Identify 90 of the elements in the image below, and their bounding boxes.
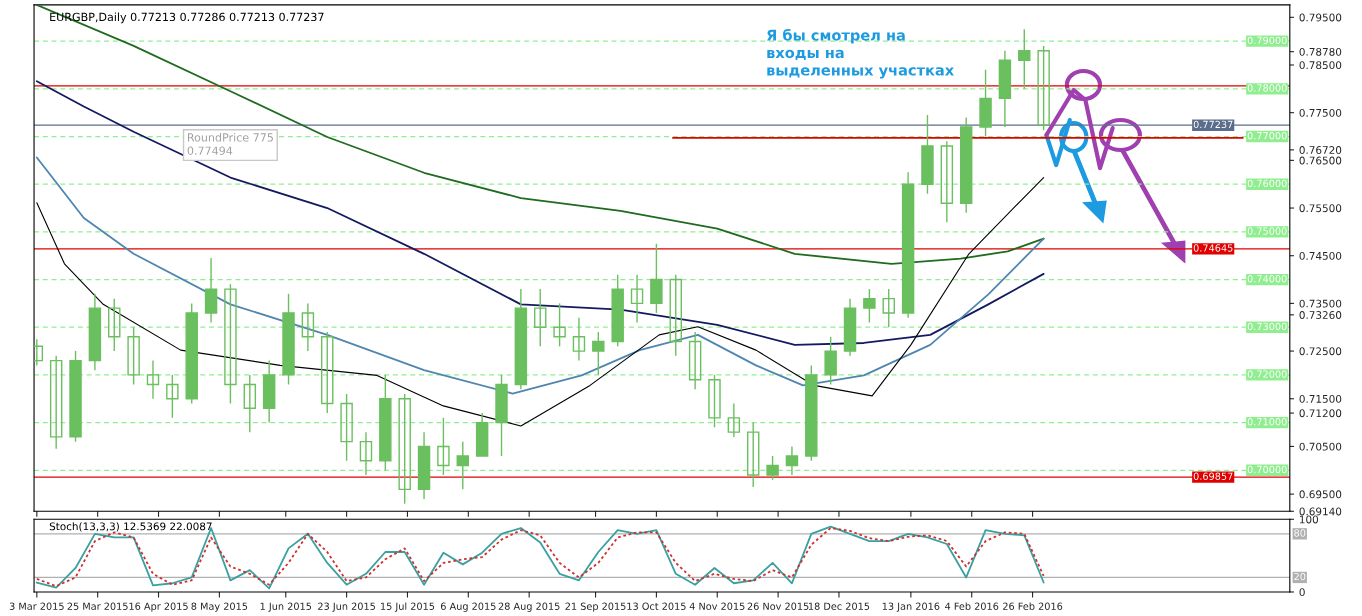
candlestick	[882, 288, 895, 328]
candlestick	[708, 374, 721, 429]
candlestick	[49, 355, 63, 450]
y-tick-label: 0.70500	[1299, 442, 1342, 451]
annotation: Я бы смотрел на входы на выделенных участках	[767, 28, 954, 79]
x-tick-label: 8 May 2015	[191, 602, 248, 612]
candlestick	[166, 374, 179, 419]
line-series	[35, 80, 1045, 346]
candlestick	[301, 302, 315, 352]
candlestick	[340, 393, 353, 462]
line-series	[35, 4, 1045, 265]
y-tick-label: 0.79500	[1299, 13, 1342, 22]
y-tick-label: 0.73260	[1299, 311, 1342, 319]
ref-line-label: 0.79000	[1247, 36, 1287, 44]
candlestick	[1037, 45, 1050, 132]
ref-line-label: 80	[1294, 529, 1306, 537]
candlestick	[940, 140, 954, 224]
y-tick-label: 0.78500	[1299, 61, 1342, 70]
y-tick-label: 0.71500	[1299, 394, 1342, 403]
y-tick-label: 0.78780	[1299, 47, 1342, 56]
x-tick-label: 6 Aug 2015	[440, 602, 496, 612]
x-tick-label: 28 Aug 2015	[498, 602, 560, 612]
candlestick	[553, 302, 566, 348]
candlestick	[224, 283, 237, 405]
candlestick	[1018, 28, 1031, 90]
x-tick-label: 25 Mar 2015	[67, 602, 128, 610]
line-series	[35, 156, 1045, 395]
x-tick-label: 4 Feb 2016	[945, 602, 999, 610]
ref-line-label: 0.71000	[1247, 418, 1287, 426]
y-tick-label: 0.75500	[1299, 204, 1342, 213]
ref-line-label: 0.70000	[1247, 465, 1287, 474]
x-tick-label: 18 Dec 2015	[808, 602, 870, 610]
ref-line-label: 0.78000	[1247, 84, 1287, 92]
candlestick	[534, 288, 547, 348]
candlestick	[688, 331, 702, 390]
ref-line-label: 0.77000	[1247, 131, 1287, 140]
ref-line-label: 20	[1294, 572, 1306, 581]
annotation: RoundPrice 775 0.77494	[187, 133, 273, 155]
x-tick-label: 26 Nov 2015	[747, 602, 809, 610]
candlestick	[572, 317, 586, 362]
ref-line-label: 0.76000	[1247, 179, 1287, 188]
candlestick	[766, 455, 779, 481]
ref-line-label: 0.72000	[1247, 370, 1287, 378]
candlestick	[863, 288, 876, 324]
x-tick-label: 4 Nov 2015	[689, 602, 745, 610]
x-tick-label: 23 Jun 2015	[318, 602, 375, 612]
candlestick	[204, 257, 218, 324]
y-tick-label: 0.72500	[1299, 347, 1342, 356]
y-tick-label: 100	[1299, 515, 1319, 524]
ref-line-label: 0.77237	[1193, 120, 1233, 129]
y-tick-label: 0.77500	[1299, 108, 1342, 117]
candlestick	[630, 274, 644, 324]
ref-line-label: 0.74645	[1193, 244, 1233, 252]
chart-title: Stoch(13,3,3) 12.5369 22.0087	[49, 522, 212, 532]
candlestick	[108, 297, 121, 352]
x-tick-label: 21 Sep 2015	[565, 602, 626, 612]
candlestick	[824, 336, 837, 386]
y-tick-label: 0.74500	[1299, 251, 1342, 260]
x-tick-label: 13 Oct 2015	[627, 602, 686, 610]
y-tick-label: 0	[1299, 588, 1305, 597]
x-tick-label: 15 Jul 2015	[381, 602, 435, 612]
x-tick-label: 16 Apr 2015	[129, 602, 188, 612]
candlestick	[146, 359, 160, 400]
y-tick-label: 0.69140	[1299, 507, 1342, 516]
candlestick	[727, 402, 741, 438]
candlestick	[437, 417, 450, 476]
ref-line-label: 0.74000	[1247, 275, 1287, 283]
candlestick	[398, 393, 411, 505]
y-tick-label: 0.69500	[1299, 490, 1342, 499]
ref-line-label: 0.75000	[1247, 227, 1287, 235]
candlestick	[785, 445, 799, 476]
candlestick	[592, 331, 605, 376]
x-tick-label: 26 Feb 2016	[1003, 602, 1063, 610]
ref-line-label: 0.73000	[1247, 322, 1287, 331]
x-tick-label: 3 Mar 2015	[9, 602, 64, 610]
candlestick	[650, 243, 663, 314]
y-tick-label: 0.71200	[1299, 409, 1342, 418]
x-tick-label: 13 Jan 2016	[882, 602, 940, 612]
y-tick-label: 0.76500	[1299, 156, 1342, 165]
candlestick	[127, 326, 140, 386]
y-tick-label: 0.76720	[1299, 146, 1342, 154]
x-tick-label: 1 Jun 2015	[260, 602, 312, 612]
candlestick	[746, 421, 760, 488]
candlestick	[456, 440, 470, 491]
candlestick	[321, 331, 334, 414]
ref-line-label: 0.69857	[1193, 472, 1233, 480]
y-tick-label: 0.73500	[1299, 299, 1342, 308]
candlestick	[243, 374, 257, 433]
candlestick	[359, 431, 373, 476]
candlestick	[669, 274, 682, 357]
